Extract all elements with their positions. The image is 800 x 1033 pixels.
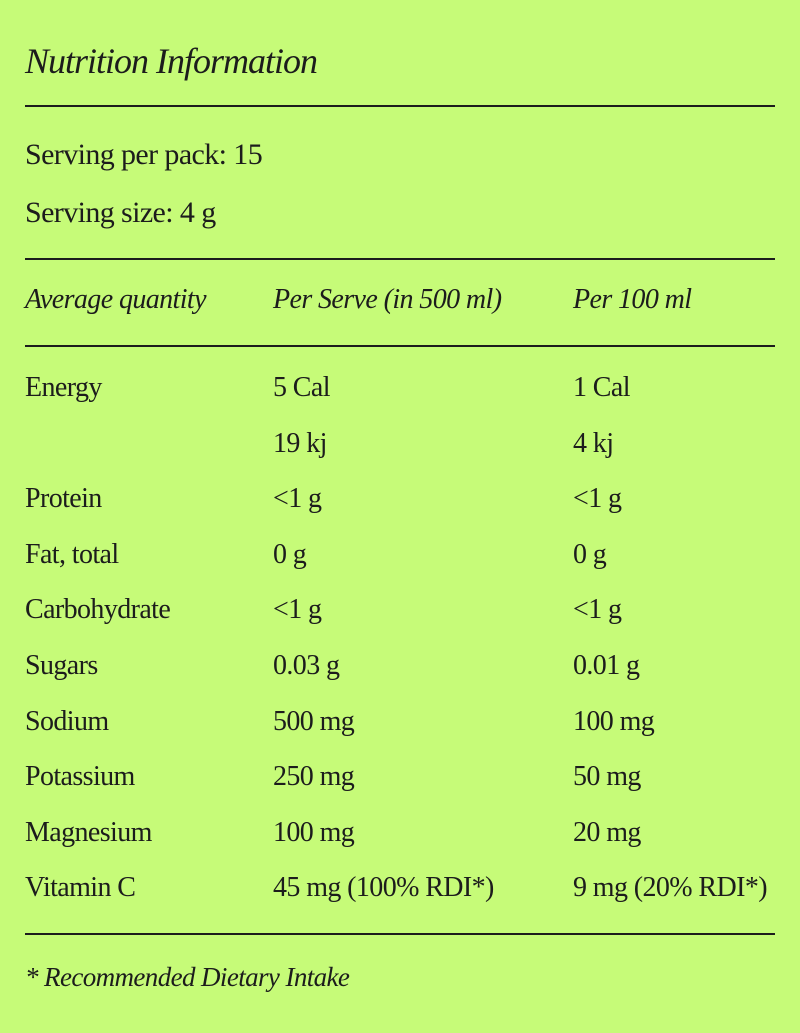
table-row: Protein <1 g <1 g	[25, 483, 775, 523]
divider	[25, 345, 775, 347]
per-100ml-value: 0 g	[573, 538, 607, 570]
table-row: Carbohydrate <1 g <1 g	[25, 594, 775, 634]
per-serve-value: 0.03 g	[273, 650, 340, 681]
divider	[25, 258, 775, 260]
nutrient-name: Magnesium	[25, 816, 152, 848]
header-per-100ml: Per 100 ml	[573, 284, 692, 315]
per-serve-value: 5 Cal	[273, 372, 330, 403]
per-serve-value: 45 mg (100% RDI*)	[273, 872, 494, 904]
per-100ml-value: <1 g	[573, 594, 622, 626]
per-100ml-value: 0.01 g	[573, 650, 640, 681]
nutrient-name: Sugars	[25, 650, 98, 681]
nutrient-name: Sodium	[25, 705, 109, 737]
nutrient-name: Fat, total	[25, 538, 119, 570]
footnote: * Recommended Dietary Intake	[25, 962, 350, 992]
nutrient-name: Energy	[25, 372, 102, 403]
per-100ml-value: 50 mg	[573, 761, 641, 793]
nutrient-name: Potassium	[25, 761, 135, 793]
per-serve-value: 250 mg	[273, 761, 355, 793]
per-serve-value: <1 g	[273, 594, 322, 626]
serving-size: Serving size: 4 g	[25, 196, 216, 229]
per-100ml-value: 1 Cal	[573, 372, 630, 403]
table-row: 19 kj 4 kj	[25, 428, 775, 468]
per-serve-value: 0 g	[273, 538, 307, 570]
table-row: Sugars 0.03 g 0.01 g	[25, 650, 775, 690]
nutrient-name: Carbohydrate	[25, 594, 171, 626]
serving-per-pack: Serving per pack: 15	[25, 138, 263, 171]
per-serve-value: 500 mg	[273, 705, 355, 737]
table-row: Energy 5 Cal 1 Cal	[25, 372, 775, 412]
divider	[25, 933, 775, 935]
table-row: Vitamin C 45 mg (100% RDI*) 9 mg (20% RDI*…	[25, 872, 775, 912]
table-row: Potassium 250 mg 50 mg	[25, 761, 775, 801]
per-serve-value: 100 mg	[273, 816, 355, 848]
table-row: Sodium 500 mg 100 mg	[25, 706, 775, 746]
header-average-quantity: Average quantity	[25, 284, 207, 315]
table-header: Average quantity Per Serve (in 500 ml) P…	[25, 284, 775, 324]
table-row: Fat, total 0 g 0 g	[25, 539, 775, 579]
nutrient-name: Vitamin C	[25, 872, 136, 904]
nutrient-name: Protein	[25, 483, 102, 515]
per-100ml-value: 9 mg (20% RDI*)	[573, 872, 768, 904]
per-100ml-value: <1 g	[573, 483, 622, 515]
page-title: Nutrition Information	[25, 41, 318, 81]
divider	[25, 105, 775, 107]
table-row: Magnesium 100 mg 20 mg	[25, 817, 775, 857]
per-serve-value: <1 g	[273, 483, 322, 515]
per-serve-value: 19 kj	[273, 427, 327, 459]
per-100ml-value: 4 kj	[573, 427, 614, 459]
per-100ml-value: 100 mg	[573, 705, 655, 737]
header-per-serve: Per Serve (in 500 ml)	[273, 284, 502, 315]
per-100ml-value: 20 mg	[573, 816, 641, 848]
